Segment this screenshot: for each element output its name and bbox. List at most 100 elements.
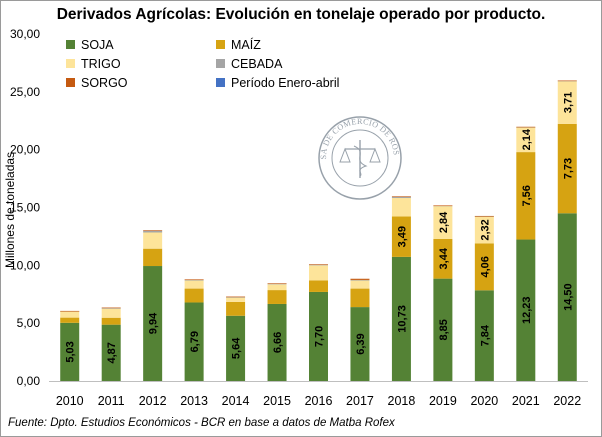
bar-segment [60,317,80,323]
bar-data-label: 12,23 [521,297,533,325]
bar-segment [391,196,411,199]
legend-label: MAÍZ [231,37,261,52]
bar-segment [516,152,536,240]
legend: SOJA MAÍZ TRIGO CEBADA SORGO Período Enero-ab… [66,37,339,90]
bar-segment [226,296,246,298]
bar-data-label: 4,87 [106,342,118,363]
bar-segment [309,264,328,266]
x-axis: 2010 2011 2012 2013 2014 2015 2016 2017 2018 2019… [49,381,588,408]
bar-data-label: 9,94 [148,312,160,334]
bar-segment [226,301,246,316]
bar-segment [60,310,80,312]
bar-data-label: 7,73 [562,158,574,179]
x-tick-label: 2017 [346,394,374,408]
bar-segment [433,278,453,381]
x-tick-label: 2011 [98,394,125,408]
legend-label: CEBADA [231,57,283,71]
bar-segment [474,243,494,291]
source-note: Fuente: Dpto. Estudios Económicos - BCR … [8,417,395,429]
bcr-seal-watermark: BOLSA DE COMERCIO DE ROSARIO [0,0,402,200]
bar-data-label: 8,85 [438,319,450,340]
bar-segment [226,297,246,298]
bar-segment [474,216,494,244]
bar-segment [267,283,287,285]
bar-segment [391,256,411,381]
bar-segment [516,127,536,153]
bar-segment [557,213,577,381]
bar-segment [184,280,204,289]
bar-data-label: 7,84 [479,324,491,346]
bar-segment [60,311,80,318]
y-tick-label: 20,00 [10,143,40,157]
bar-segment [267,303,287,381]
bar-data-label: 4,06 [479,256,491,277]
bar-segment [226,297,246,302]
y-axis-label: Millones de toneladas [3,152,17,268]
bar-segment [516,126,536,128]
bar-segment [474,215,494,217]
y-tick-label: 10,00 [10,258,40,272]
x-tick-label: 2016 [305,394,333,408]
y-tick-label: 25,00 [10,85,40,99]
y-tick-label: 0,00 [17,374,41,388]
bar-data-label: 5,64 [231,337,243,359]
x-tick-label: 2012 [139,394,167,408]
bar-data-label: 14,50 [562,283,574,311]
y-tick-label: 30,00 [10,27,40,41]
bar-segment [267,284,287,291]
bar-segment [557,80,577,124]
bar-segment [350,280,370,289]
bar-segment [60,322,80,381]
bar-segment [101,307,121,309]
bar-data-label: 6,79 [189,331,201,352]
y-tick-label: 15,00 [10,201,40,215]
bar-segment [143,232,163,249]
chart-title: Derivados Agrícolas: Evolución en tonela… [56,6,546,23]
bar-segment [433,205,453,239]
bar-segment [557,80,577,82]
bar-segment [474,290,494,381]
bar-segment [433,238,453,279]
bar-segment [101,308,121,318]
bar-segment [101,324,121,381]
x-tick-label: 2015 [263,394,291,408]
bar-segment [433,205,453,207]
bars-layer [60,80,577,381]
bar-data-label: 10,73 [396,305,408,333]
bar-data-label: 5,03 [65,341,77,362]
bar-segment [267,290,287,304]
bar-segment [391,216,411,257]
bar-segment [391,198,411,217]
legend-swatch [66,78,75,87]
bar-segment [226,315,246,381]
bar-data-label: 7,56 [521,185,533,206]
legend-label: TRIGO [81,57,121,71]
bar-data-label: 6,66 [272,332,284,353]
legend-swatch [216,40,225,49]
bar-segment [184,288,204,303]
y-axis: 0,00 5,00 10,00 15,00 20,00 25,00 30,00 [10,27,40,388]
bar-segment [350,288,370,308]
bar-segment [350,278,370,280]
bar-labels-layer: 5,03 4,87 9,94 6,79 5,64 6,66 7,70 6,39 10,73 3,4… [65,92,575,364]
bar-segment [143,266,163,381]
bar-segment [101,308,121,309]
legend-label: SORGO [81,76,128,90]
bar-segment [391,196,411,197]
bar-segment [516,239,536,381]
bar-segment [350,307,370,381]
bar-segment [184,279,204,280]
bar-segment [143,230,163,233]
bar-segment [557,123,577,214]
legend-swatch [66,59,75,68]
legend-label: SOJA [81,38,114,52]
x-tick-label: 2021 [512,394,540,408]
legend-swatch [216,59,225,68]
x-tick-label: 2022 [553,394,581,408]
bar-segment [184,279,204,281]
legend-swatch [66,40,75,49]
bar-data-label: 7,70 [314,326,326,347]
bar-data-label: 2,32 [479,219,491,240]
y-tick-label: 5,00 [17,316,41,330]
